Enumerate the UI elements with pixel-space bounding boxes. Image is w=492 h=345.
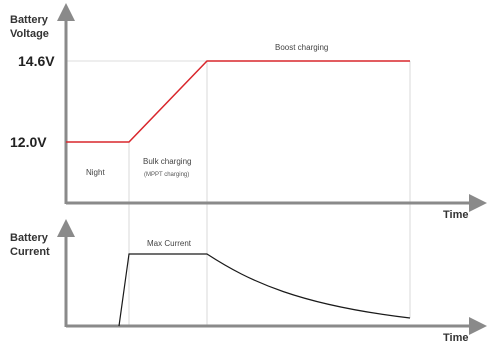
current-chart: Battery Current Max Current Time (10, 219, 487, 344)
voltage-level-high: 14.6V (18, 53, 55, 69)
voltage-y-title-line1: Battery (10, 14, 49, 26)
phase-label-bulk-note: (MPPT charging) (144, 172, 189, 178)
phase-label-boost: Boost charging (275, 43, 328, 52)
voltage-x-title: Time (443, 209, 468, 221)
current-curve (118, 253, 411, 327)
voltage-curve (66, 60, 410, 143)
max-current-label: Max Current (147, 239, 192, 248)
current-y-title-line1: Battery (10, 232, 49, 244)
voltage-level-low: 12.0V (10, 134, 47, 150)
voltage-y-title-line2: Voltage (10, 28, 49, 40)
phase-label-night: Night (86, 168, 105, 177)
phase-label-bulk: Bulk charging (143, 157, 191, 166)
voltage-chart: Battery Voltage 14.6V 12.0V Night Bulk c… (10, 3, 487, 327)
current-y-title-line2: Current (10, 246, 50, 258)
current-x-title: Time (443, 332, 468, 344)
